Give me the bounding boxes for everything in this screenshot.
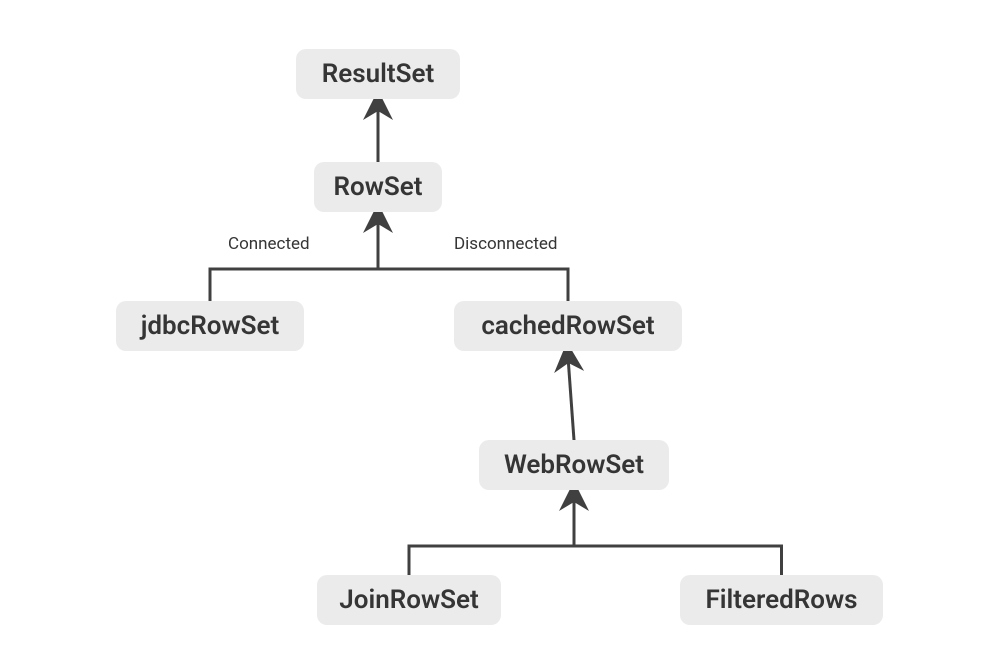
node-cachedrowset: cachedRowSet bbox=[454, 301, 682, 351]
node-jdbcrowset: jdbcRowSet bbox=[116, 301, 304, 351]
node-webrowset: WebRowSet bbox=[479, 440, 669, 490]
diagram-stage: ResultSet RowSet jdbcRowSet cachedRowSet Web… bbox=[0, 0, 1000, 653]
edge-label: Disconnected bbox=[454, 234, 558, 254]
node-rowset: RowSet bbox=[314, 162, 442, 212]
node-filteredrows: FilteredRows bbox=[680, 575, 883, 625]
node-joinrowset: JoinRowSet bbox=[317, 575, 501, 625]
edge-label: Connected bbox=[228, 234, 310, 254]
node-resultset: ResultSet bbox=[296, 49, 460, 99]
